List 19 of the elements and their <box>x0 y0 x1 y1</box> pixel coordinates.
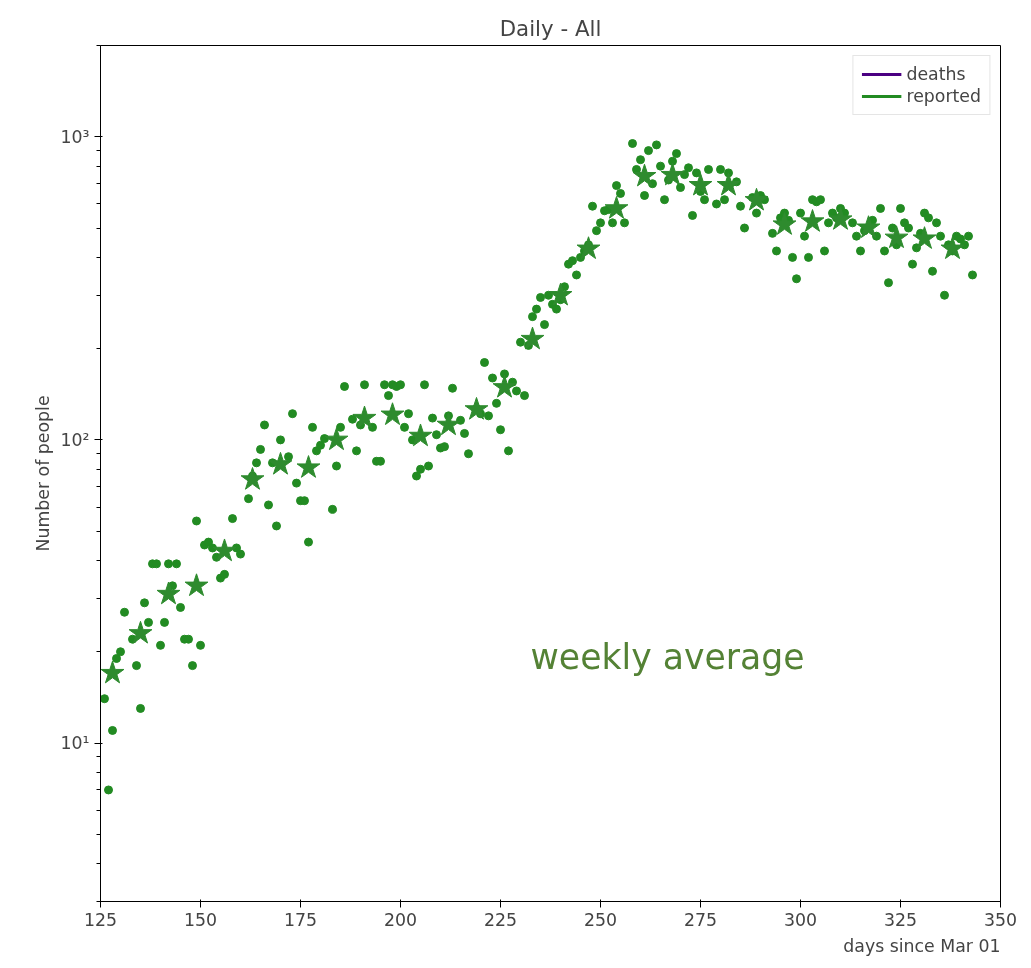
legend-label: reported <box>906 86 981 106</box>
x-tick-label: 300 <box>783 909 818 930</box>
x-tick-label: 350 <box>983 909 1018 930</box>
x-tick-label: 175 <box>283 909 318 930</box>
x-tick-label: 200 <box>383 909 418 930</box>
x-tick-label: 150 <box>183 909 218 930</box>
x-tick-label: 125 <box>83 909 118 930</box>
annotation: weekly average <box>530 636 805 677</box>
y-axis-title: Number of people <box>32 395 53 552</box>
x-tick-label: 250 <box>583 909 618 930</box>
y-tick-label: 10¹ <box>60 733 90 753</box>
y-tick-label: 10³ <box>60 126 90 147</box>
y-tick-label: 10² <box>60 429 90 450</box>
x-tick-label: 325 <box>883 909 918 930</box>
x-tick-label: 225 <box>483 909 518 930</box>
legend-label: deaths <box>906 64 966 84</box>
chart-title: Daily - All <box>499 15 602 41</box>
x-axis-title: days since Mar 01 <box>843 935 1001 956</box>
x-tick-label: 275 <box>683 909 718 930</box>
